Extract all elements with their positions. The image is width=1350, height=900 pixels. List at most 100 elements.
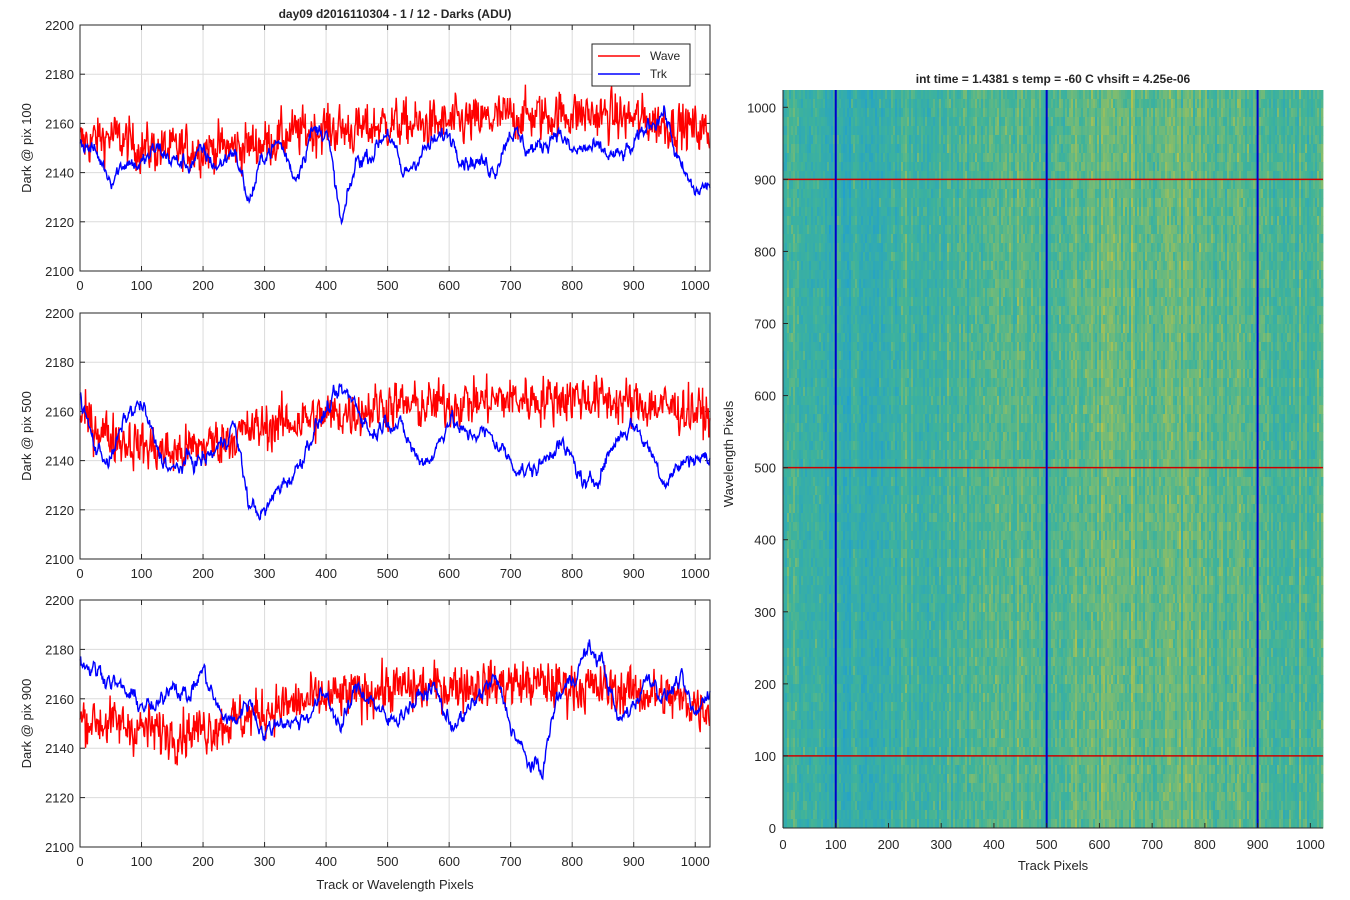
heatmap-cell: [1147, 99, 1150, 109]
heatmap-cell: [1017, 99, 1020, 109]
heatmap-cell: [1279, 126, 1282, 136]
heatmap-cell: [1197, 99, 1200, 109]
heatmap-cell: [903, 153, 906, 163]
heatmap-cell: [939, 90, 942, 100]
heatmap-cell: [1313, 99, 1316, 109]
heatmap-cell: [969, 135, 972, 145]
heatmap-cell: [1227, 171, 1230, 181]
heatmap-cell: [1141, 135, 1144, 145]
heatmap-cell: [1067, 162, 1070, 172]
heatmap-cell: [945, 135, 948, 145]
heatmap-cell: [1041, 99, 1044, 109]
y-tick-label: 2140: [45, 741, 74, 756]
heatmap-cell: [1295, 126, 1298, 136]
heatmap-cell: [1287, 162, 1290, 172]
heatmap-cell: [1015, 126, 1018, 136]
heatmap-cell: [1201, 162, 1204, 172]
heatmap-cell: [875, 171, 878, 181]
heatmap-cell: [1255, 162, 1258, 172]
heatmap-cell: [1055, 144, 1058, 154]
heatmap-cell: [1319, 162, 1322, 172]
heatmap-cell: [1011, 171, 1014, 181]
heatmap-cell: [813, 108, 816, 118]
heatmap-cell: [1059, 144, 1062, 154]
heatmap-cell: [895, 108, 898, 118]
heatmap-cell: [991, 117, 994, 127]
heatmap-cell: [853, 135, 856, 145]
heatmap-cell: [893, 162, 896, 172]
heatmap-cell: [925, 162, 928, 172]
heatmap-cell: [1033, 117, 1036, 127]
heatmap-cell: [865, 99, 868, 109]
heatmap-cell: [1213, 135, 1216, 145]
heatmap-cell: [983, 171, 986, 181]
heatmap-cell: [1289, 99, 1292, 109]
heatmap-cell: [1317, 117, 1320, 127]
heatmap-cell: [1125, 144, 1128, 154]
heatmap-cell: [1109, 108, 1112, 118]
heatmap-cell: [1071, 90, 1074, 100]
heatmap-cell: [1305, 99, 1308, 109]
heatmap-cell: [967, 126, 970, 136]
heatmap-cell: [1079, 108, 1082, 118]
heatmap-cell: [1015, 135, 1018, 145]
heatmap-cell: [1299, 126, 1302, 136]
heatmap-cell: [1219, 117, 1222, 127]
heatmap-cell: [1253, 90, 1256, 100]
y-tick-label: 2200: [45, 306, 74, 321]
heatmap-cell: [1225, 99, 1228, 109]
heatmap-cell: [1165, 117, 1168, 127]
heatmap-cell: [847, 108, 850, 118]
heatmap-cell: [909, 171, 912, 181]
heatmap-cell: [1149, 99, 1152, 109]
heatmap-cell: [1197, 162, 1200, 172]
heatmap-cell: [923, 117, 926, 127]
heatmap-cell: [1235, 99, 1238, 109]
heatmap-cell: [1065, 144, 1068, 154]
heatmap-cell: [1235, 90, 1238, 100]
heatmap-cell: [1169, 126, 1172, 136]
heatmap-cell: [1011, 153, 1014, 163]
heatmap-cell: [803, 144, 806, 154]
heatmap-cell: [981, 135, 984, 145]
heatmap-cell: [1309, 162, 1312, 172]
heatmap-cell: [995, 99, 998, 109]
heatmap-cell: [1235, 153, 1238, 163]
heatmap-cell: [883, 171, 886, 181]
heatmap-cell: [917, 108, 920, 118]
heatmap-cell: [893, 135, 896, 145]
heatmap-cell: [1133, 171, 1136, 181]
heatmap-cell: [1225, 144, 1228, 154]
heatmap-cell: [1193, 144, 1196, 154]
heatmap-cell: [1169, 144, 1172, 154]
heatmap-cell: [1111, 108, 1114, 118]
heatmap-cell: [1065, 108, 1068, 118]
heatmap-cell: [847, 135, 850, 145]
heatmap-cell: [859, 108, 862, 118]
heatmap-cell: [1027, 108, 1030, 118]
heatmap-cell: [1165, 144, 1168, 154]
heatmap-cell: [807, 135, 810, 145]
heatmap-cell: [1043, 144, 1046, 154]
heatmap-cell: [953, 135, 956, 145]
y-tick-label: 2180: [45, 67, 74, 82]
heatmap-cell: [1091, 153, 1094, 163]
heatmap-cell: [815, 171, 818, 181]
heatmap-cell: [969, 108, 972, 118]
heatmap-cell: [1167, 117, 1170, 127]
heatmap-cell: [1259, 126, 1262, 136]
x-tick-label: 200: [192, 566, 214, 581]
heatmap-cell: [1015, 117, 1018, 127]
heatmap-cell: [1069, 99, 1072, 109]
heatmap-cell: [829, 99, 832, 109]
heatmap-cell: [1315, 99, 1318, 109]
heatmap-cell: [1245, 144, 1248, 154]
heatmap-cell: [943, 171, 946, 181]
heatmap-cell: [1083, 117, 1086, 127]
heatmap-cell: [1119, 99, 1122, 109]
heatmap-cell: [1313, 126, 1316, 136]
heatmap-cell: [1001, 117, 1004, 127]
heatmap-cell: [827, 90, 830, 100]
heatmap-cell: [1063, 135, 1066, 145]
heatmap-cell: [1001, 144, 1004, 154]
